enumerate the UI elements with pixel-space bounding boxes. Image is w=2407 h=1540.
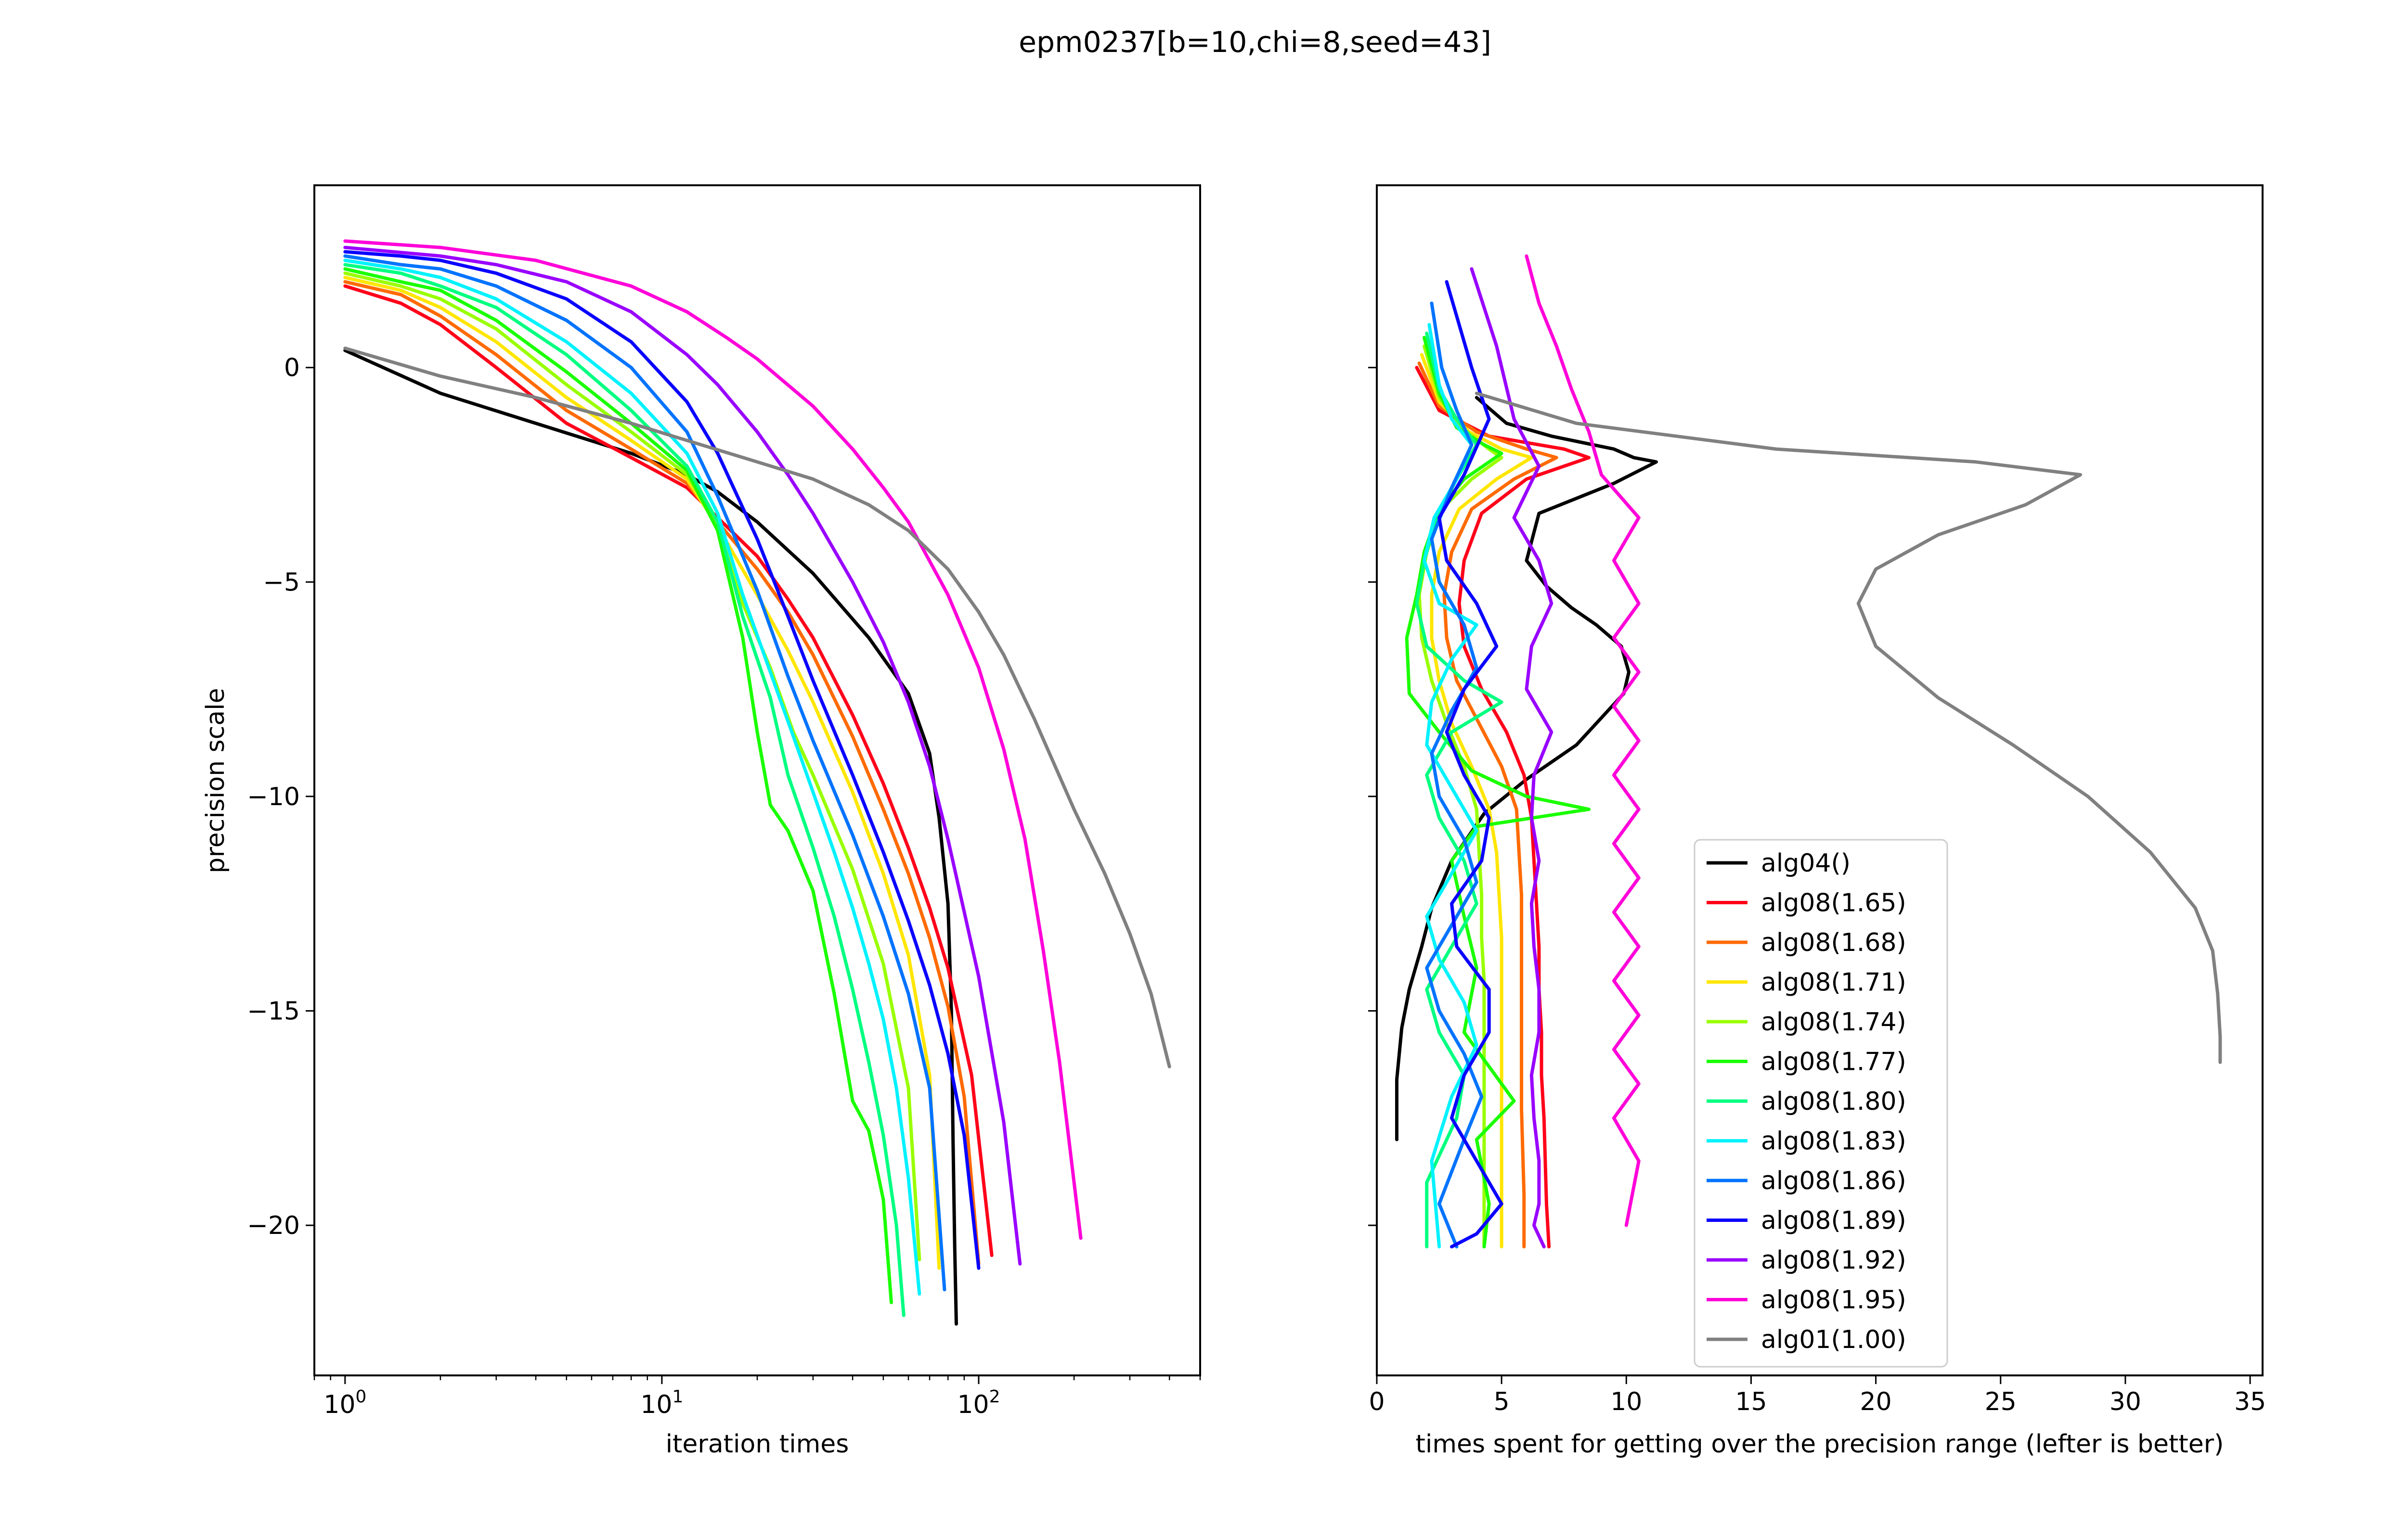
x-tick-label: 15: [1735, 1387, 1767, 1416]
legend-label-alg08-1-77: alg08(1.77): [1761, 1048, 1906, 1077]
legend-label-alg08-1-80: alg08(1.80): [1761, 1087, 1906, 1116]
series-line-alg08-1-89: [1437, 280, 1503, 1249]
series-line-alg01-1-00: [1475, 391, 2222, 1064]
right-x-axis-label: times spent for getting over the precisi…: [1416, 1430, 2224, 1459]
series-line-alg08-1-95: [1525, 254, 1641, 1227]
x-tick-label: 0: [1369, 1387, 1385, 1416]
x-tick-label: 20: [1860, 1387, 1892, 1416]
legend-label-alg04: alg04(): [1761, 849, 1851, 878]
left-x-axis-label: iteration times: [666, 1430, 849, 1459]
series-line-alg08-1-65: [1415, 366, 1591, 1249]
legend-label-alg08-1-89: alg08(1.89): [1761, 1206, 1906, 1235]
right-chart-plot-area: [1395, 254, 2222, 1249]
left-chart-plot-area: [343, 239, 1171, 1326]
y-tick-label: −20: [247, 1211, 300, 1240]
y-tick-label: −15: [247, 997, 300, 1026]
series-line-alg08-1-95: [343, 239, 1083, 1240]
x-tick-label: 100: [324, 1387, 366, 1419]
legend-label-alg08-1-86: alg08(1.86): [1761, 1167, 1906, 1195]
legend-label-alg08-1-83: alg08(1.83): [1761, 1127, 1906, 1156]
series-line-alg08-1-80: [343, 263, 906, 1317]
series-line-alg08-1-92: [343, 245, 1022, 1266]
series-line-alg08-1-86: [1425, 301, 1484, 1249]
series-line-alg08-1-89: [343, 250, 981, 1270]
right-chart-ticks: 0 5 10 15 20 25 30 35: [1368, 367, 2266, 1416]
figure-title: epm0237[b=10,chi=8,seed=43]: [1019, 26, 1491, 59]
x-tick-label: 101: [640, 1387, 683, 1419]
x-tick-label: 10: [1610, 1387, 1642, 1416]
x-tick-label: 102: [957, 1387, 1000, 1419]
series-line-alg01-1-00: [343, 346, 1171, 1068]
left-chart-panel: 0 −5 −10 −15 −20 100 101 102 iteration times pr…: [201, 184, 1201, 1459]
y-tick-label: −5: [263, 568, 300, 597]
series-line-alg08-1-83: [343, 258, 921, 1296]
series-line-alg08-1-92: [1470, 267, 1553, 1249]
series-line-alg08-1-86: [343, 254, 946, 1292]
legend-label-alg08-1-65: alg08(1.65): [1761, 889, 1906, 918]
legend-label-alg08-1-71: alg08(1.71): [1761, 968, 1906, 997]
left-chart-ticks: 0 −5 −10 −15 −20 100 101 102: [247, 354, 1201, 1419]
legend-label-alg08-1-68: alg08(1.68): [1761, 928, 1906, 957]
legend-label-alg08-1-95: alg08(1.95): [1761, 1286, 1906, 1315]
series-line-alg04: [343, 348, 958, 1326]
x-tick-label: 30: [2109, 1387, 2141, 1416]
x-tick-label: 25: [1985, 1387, 2017, 1416]
x-tick-label: 35: [2234, 1387, 2266, 1416]
right-chart-panel: 0 5 10 15 20 25 30 35 times spent for getting o…: [1368, 184, 2266, 1459]
legend-box: [1694, 839, 1948, 1368]
legend-label-alg08-1-92: alg08(1.92): [1761, 1246, 1906, 1275]
left-y-axis-label: precision scale: [201, 688, 230, 873]
legend-label-alg01-1-00: alg01(1.00): [1761, 1325, 1906, 1354]
y-tick-label: −10: [247, 783, 300, 811]
y-tick-label: 0: [284, 354, 300, 383]
series-line-alg08-1-71: [343, 276, 941, 1270]
x-tick-label: 5: [1494, 1387, 1510, 1416]
series-line-alg08-1-68: [343, 280, 981, 1266]
right-chart-frame: [1376, 184, 2264, 1376]
series-line-alg08-1-77: [343, 267, 893, 1304]
legend-label-alg08-1-74: alg08(1.74): [1761, 1008, 1906, 1037]
series-line-alg08-1-68: [1417, 361, 1558, 1249]
legend: alg04() alg08(1.65) alg08(1.68) alg08(1.71)…: [1694, 839, 1948, 1368]
